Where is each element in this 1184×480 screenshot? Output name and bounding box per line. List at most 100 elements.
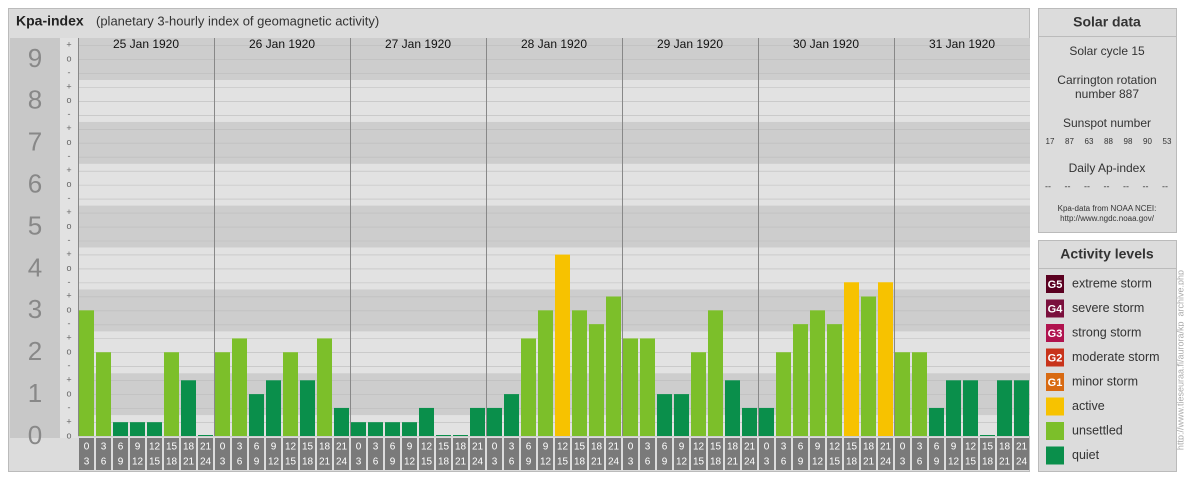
level-label: minor storm <box>1072 374 1138 388</box>
hour-label: 6 <box>373 457 379 468</box>
bar <box>963 380 978 436</box>
chart-title: Kpa-index <box>16 13 84 29</box>
bar <box>776 352 791 436</box>
minor-tick-label: + <box>66 291 71 301</box>
minor-tick-label: o <box>66 305 71 315</box>
bar <box>810 310 825 436</box>
hour-label: 3 <box>373 442 379 453</box>
hour-label: 6 <box>237 457 243 468</box>
minor-tick-label: o <box>66 388 71 398</box>
bar <box>164 352 179 436</box>
hour-label: 3 <box>764 457 770 468</box>
hour-label: 12 <box>404 457 416 468</box>
hour-label: 12 <box>965 442 977 453</box>
hour-label: 9 <box>135 442 141 453</box>
hour-label: 9 <box>798 457 804 468</box>
hour-box <box>980 438 995 470</box>
hour-label: 12 <box>132 457 144 468</box>
bar <box>487 407 502 436</box>
hour-box <box>759 438 774 470</box>
panel-title: Solar data <box>1073 14 1141 30</box>
hour-box <box>164 438 179 470</box>
info-text: http://www.ngdc.noaa.gov/ <box>1060 214 1155 223</box>
minor-tick-label: + <box>66 207 71 217</box>
hour-label: 18 <box>166 457 178 468</box>
hour-box <box>827 438 842 470</box>
hour-box <box>708 438 723 470</box>
bar <box>266 380 281 436</box>
bar <box>912 352 927 436</box>
hour-label: 6 <box>645 457 651 468</box>
hour-label: 15 <box>965 457 977 468</box>
hour-box <box>640 438 655 470</box>
level-label: quiet <box>1072 448 1100 462</box>
hour-box <box>606 438 621 470</box>
hour-label: 21 <box>472 442 484 453</box>
hour-box <box>793 438 808 470</box>
bar <box>436 435 451 436</box>
hour-label: 3 <box>237 442 243 453</box>
level-label: strong storm <box>1072 325 1141 339</box>
minor-tick-label: + <box>66 249 71 259</box>
panel-title: Activity levels <box>1060 246 1154 262</box>
hour-label: 18 <box>727 442 739 453</box>
hour-label: 3 <box>101 442 107 453</box>
bar <box>368 422 383 436</box>
hour-label: 12 <box>948 457 960 468</box>
bar <box>929 407 944 436</box>
bar <box>861 296 876 436</box>
bar <box>878 282 893 436</box>
minor-tick-label: + <box>66 416 71 426</box>
y-tick-label: 7 <box>28 127 42 157</box>
hour-label: 12 <box>540 457 552 468</box>
bar <box>249 394 264 436</box>
hour-label: 12 <box>693 442 705 453</box>
bar <box>742 407 757 436</box>
hour-label: 3 <box>492 457 498 468</box>
hour-label: 3 <box>917 442 923 453</box>
y-tick-label: 9 <box>28 43 42 73</box>
hour-box <box>997 438 1012 470</box>
hour-box <box>674 438 689 470</box>
hour-label: 15 <box>166 442 178 453</box>
minor-tick-label: + <box>66 165 71 175</box>
hour-label: 9 <box>662 457 668 468</box>
ap-value: -- <box>1104 181 1110 191</box>
bar <box>895 352 910 436</box>
day-label: 30 Jan 1920 <box>793 37 859 51</box>
bar <box>708 310 723 436</box>
hour-label: 18 <box>863 442 875 453</box>
hour-label: 3 <box>220 457 226 468</box>
hour-box <box>878 438 893 470</box>
hour-box <box>963 438 978 470</box>
sunspot-value: 63 <box>1085 137 1094 146</box>
bar <box>402 422 417 436</box>
hour-label: 12 <box>149 442 161 453</box>
hour-box <box>385 438 400 470</box>
bar <box>589 324 604 436</box>
level-badge: G3 <box>1048 328 1063 340</box>
hour-label: 6 <box>798 442 804 453</box>
hour-label: 6 <box>917 457 923 468</box>
bar <box>385 422 400 436</box>
day-label: 26 Jan 1920 <box>249 37 315 51</box>
level-swatch <box>1046 324 1064 342</box>
bar <box>572 310 587 436</box>
hour-label: 24 <box>200 457 212 468</box>
hour-box <box>895 438 910 470</box>
hour-box <box>861 438 876 470</box>
minor-tick-label: o <box>66 179 71 189</box>
y-tick-label: 4 <box>28 252 42 282</box>
hour-label: 6 <box>390 442 396 453</box>
hour-box <box>181 438 196 470</box>
hour-box <box>79 438 94 470</box>
hour-label: 15 <box>710 442 722 453</box>
hour-box <box>810 438 825 470</box>
bar <box>844 282 859 436</box>
hour-box <box>946 438 961 470</box>
minor-tick-label: + <box>66 39 71 49</box>
hour-label: 6 <box>526 442 532 453</box>
ap-value: -- <box>1045 181 1051 191</box>
bar <box>181 380 196 436</box>
